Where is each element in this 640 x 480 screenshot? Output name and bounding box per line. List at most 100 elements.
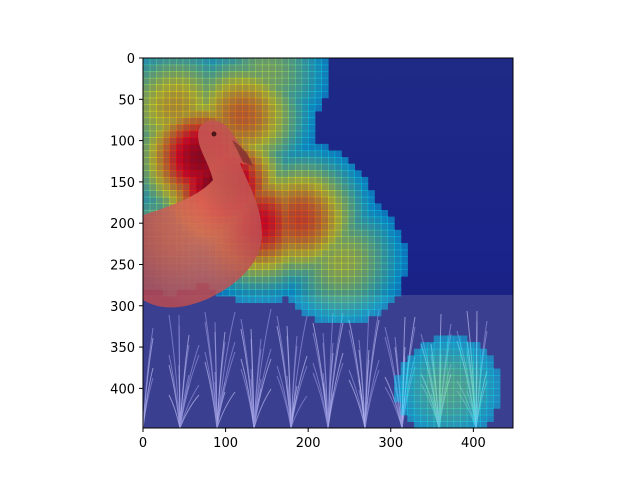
heat-cell [268, 229, 276, 237]
heat-cell [222, 77, 230, 86]
heat-cell [268, 91, 276, 99]
heat-cell [169, 163, 177, 171]
heat-cell [466, 368, 474, 376]
heat-cell [189, 117, 197, 125]
heat-cell [473, 368, 481, 376]
heat-cell [228, 58, 237, 66]
heat-cell [354, 209, 362, 218]
heat-cell [162, 170, 171, 178]
heat-cell [460, 335, 468, 343]
heat-cell [347, 302, 356, 310]
heat-cell [169, 64, 177, 72]
heat-cell [169, 91, 177, 99]
heat-cell [248, 58, 256, 66]
heat-cell [288, 276, 296, 284]
heat-cell [301, 309, 309, 317]
heat-cell [394, 262, 402, 271]
heat-cell [176, 196, 184, 204]
heat-cell [334, 269, 342, 277]
heat-cell [374, 295, 382, 304]
grass-blade [364, 309, 380, 428]
grass-blade [143, 367, 154, 428]
heat-cell [261, 150, 270, 158]
heat-cell [294, 124, 303, 132]
heat-cell [460, 342, 468, 350]
heat-cell [380, 229, 389, 237]
heat-cell [341, 269, 349, 277]
heat-cell [446, 355, 455, 363]
heat-cell [367, 256, 375, 264]
heat-cell [328, 176, 336, 185]
heat-cell [354, 262, 362, 271]
heat-cell [189, 71, 197, 79]
heat-cell [248, 77, 256, 86]
heat-cell [374, 309, 382, 317]
heat-cell [334, 302, 342, 310]
heat-cell [308, 249, 316, 257]
heat-cell [248, 170, 256, 178]
heat-cell [387, 249, 395, 257]
heat-cell [182, 157, 190, 165]
heat-cell [222, 117, 230, 125]
heat-cell [314, 150, 322, 158]
heat-cell [394, 381, 402, 389]
heat-cell [281, 143, 289, 152]
heat-cell [261, 137, 270, 145]
grass-blade [286, 325, 292, 428]
heat-cell [195, 71, 204, 79]
heat-cell [162, 176, 171, 185]
heat-cell [374, 282, 382, 290]
heat-cell [261, 58, 270, 66]
heat-cell [268, 282, 276, 290]
heat-cell [420, 401, 428, 409]
heat-cell [341, 289, 349, 297]
heat-cell [195, 157, 204, 165]
heat-cell [486, 408, 494, 416]
heat-cell [361, 203, 369, 211]
heat-cell [248, 157, 256, 165]
heat-cell [294, 243, 303, 251]
heat-cell [433, 381, 441, 389]
heat-cell [341, 163, 349, 171]
heat-cell [473, 414, 481, 422]
heat-cell [334, 183, 342, 191]
heat-cell [182, 176, 190, 185]
heat-cell [407, 401, 415, 409]
heat-cell [143, 157, 151, 165]
heat-cell [361, 282, 369, 290]
heat-cell [182, 64, 190, 72]
heat-cell [281, 289, 289, 297]
heat-cell [261, 157, 270, 165]
heat-cell [347, 249, 356, 257]
heat-cell [281, 243, 289, 251]
heat-cell [387, 256, 395, 264]
heat-cell [294, 295, 303, 304]
heat-cell [268, 223, 276, 231]
y-tick-label: 200 [110, 217, 135, 232]
heat-cell [209, 104, 217, 112]
heat-cell [334, 176, 342, 185]
heat-cell [413, 394, 422, 403]
heat-cell [301, 249, 309, 257]
heat-cell [453, 421, 461, 428]
heat-cell [275, 143, 283, 152]
heat-cell [427, 381, 435, 389]
heat-cell [294, 130, 303, 138]
heat-cell [288, 124, 296, 132]
heat-cell [446, 381, 455, 389]
heat-cell [169, 190, 177, 198]
heat-cell [268, 71, 276, 79]
heat-cell [149, 170, 157, 178]
heat-cell [281, 170, 289, 178]
heat-cell [367, 276, 375, 284]
heat-cell [440, 355, 448, 363]
heat-cell [228, 282, 237, 290]
heat-cell [361, 190, 369, 198]
grass-blade [250, 368, 255, 428]
heat-cell [275, 249, 283, 257]
heat-cell [374, 302, 382, 310]
heat-cell [446, 421, 455, 428]
heat-cell [394, 394, 402, 403]
heat-cell [460, 408, 468, 416]
heat-cell [361, 236, 369, 244]
